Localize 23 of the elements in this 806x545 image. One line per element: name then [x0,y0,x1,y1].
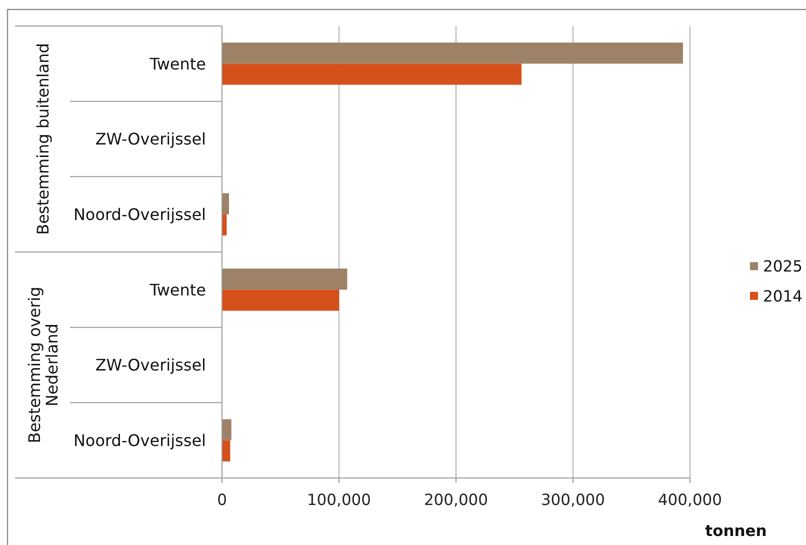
y-tick-label: Twente [148,54,206,74]
y-tick-label: Noord-Overijssel [73,204,206,224]
x-tick-label: 200,000 [424,491,488,509]
y-tick-label: Noord-Overijssel [73,430,206,450]
x-tick-label: 0 [217,491,227,509]
bar [222,268,348,290]
bar [222,419,232,440]
bar [222,193,230,214]
y-tick-label: ZW-Overijssel [95,130,206,149]
bar [222,42,683,64]
y-tick-label: Twente [148,280,206,300]
legend-label: 2025 [763,258,802,276]
bar [222,64,522,85]
bar [222,440,230,462]
x-axis-title: tonnen [705,522,767,540]
x-tick-label: 100,000 [306,491,372,509]
legend-label: 2014 [763,287,802,306]
text: Bestemming overig Nederland [24,286,62,444]
bar [222,290,339,311]
x-tick-label: 300,000 [540,491,606,509]
y-tick-label: ZW-Overijssel [95,356,206,375]
text: Bestemming buitenland [34,43,53,235]
x-tick-label: 400,000 [658,491,722,509]
